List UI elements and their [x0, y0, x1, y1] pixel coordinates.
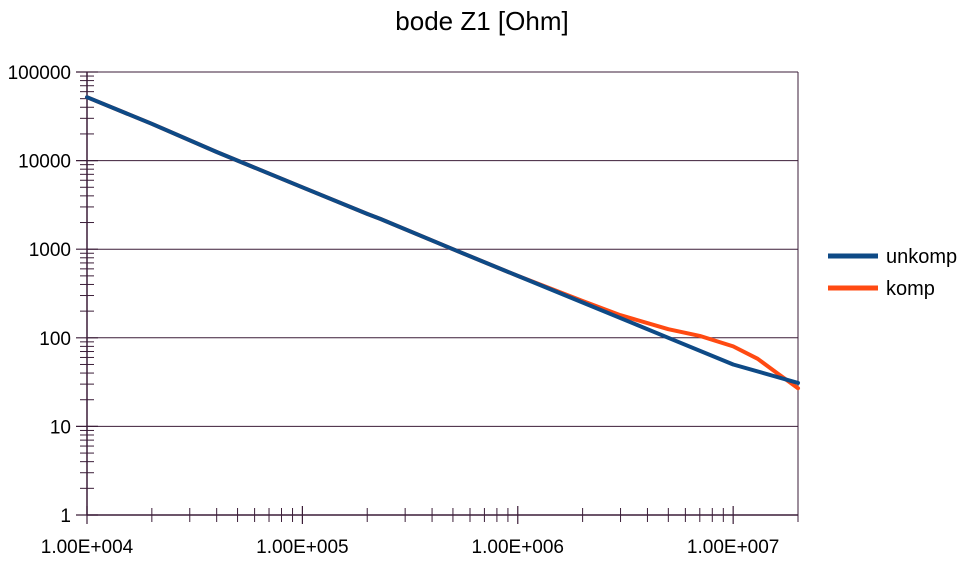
y-tick-label: 10000	[18, 152, 71, 173]
series-line-unkomp	[85, 95, 800, 385]
x-tick-label: 1.00E+006	[472, 537, 564, 558]
grid	[87, 71, 799, 516]
y-tick-label: 1	[60, 506, 71, 527]
x-tick-label: 1.00E+004	[41, 537, 134, 558]
y-tick-label: 10	[50, 417, 71, 438]
legend-label-unkomp: unkomp	[886, 246, 957, 268]
axes: 1 10 100 1000 10000 100000 1.00E+004 1.00E+005 1…	[8, 63, 799, 558]
legend: unkomp komp	[828, 246, 957, 300]
series-lines	[85, 95, 800, 391]
y-tick-label: 1000	[29, 240, 71, 261]
y-tick-label: 100000	[8, 63, 71, 84]
legend-label-komp: komp	[886, 278, 935, 300]
chart-title: bode Z1 [Ohm]	[395, 6, 568, 36]
x-tick-label: 1.00E+005	[256, 537, 348, 558]
x-tick-label: 1.00E+007	[687, 537, 779, 558]
y-tick-label: 100	[39, 329, 71, 350]
